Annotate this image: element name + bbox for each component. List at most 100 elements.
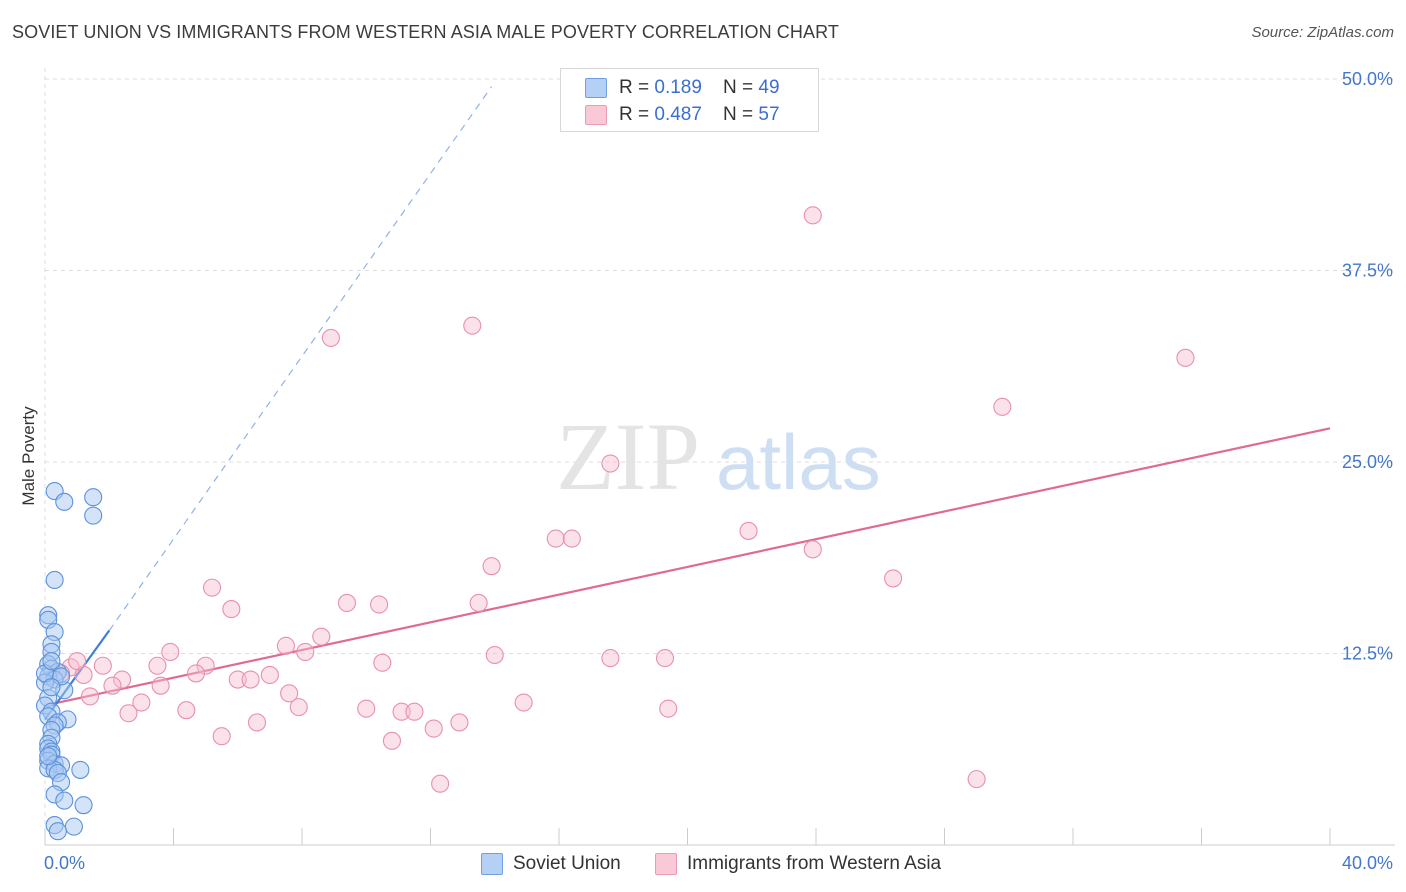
y-tick-label: 12.5% — [1342, 644, 1393, 664]
data-point-western-asia — [450, 713, 469, 732]
data-point-soviet-union — [74, 796, 93, 815]
points-soviet-union — [35, 482, 103, 841]
data-point-western-asia — [321, 328, 340, 347]
data-point-western-asia — [601, 649, 620, 668]
data-point-western-asia — [148, 656, 167, 675]
points-immigrants-western-asia — [52, 206, 1195, 793]
data-point-western-asia — [119, 704, 138, 723]
data-point-western-asia — [68, 652, 87, 671]
data-point-western-asia — [177, 701, 196, 720]
data-point-western-asia — [469, 593, 488, 612]
data-point-soviet-union — [39, 747, 58, 766]
x-tick-marks — [44, 828, 1331, 845]
data-point-western-asia — [392, 702, 411, 721]
legend-r-label: R = — [619, 77, 655, 98]
x-tick-labels: 0.0% 40.0% — [44, 853, 1393, 873]
data-point-western-asia — [370, 595, 389, 614]
legend-n-label: N = — [723, 104, 759, 125]
data-point-western-asia — [132, 693, 151, 712]
data-point-western-asia — [382, 731, 402, 750]
legend-n-value: 49 — [758, 77, 780, 98]
data-point-western-asia — [485, 645, 504, 665]
data-point-western-asia — [514, 693, 533, 712]
watermark: ZIP atlas — [556, 403, 881, 510]
data-point-soviet-union — [48, 822, 67, 841]
data-point-western-asia — [373, 653, 392, 672]
bottom-legend-label-western-asia: Immigrants from Western Asia — [687, 853, 942, 874]
data-point-western-asia — [884, 569, 903, 588]
bottom-legend: Soviet Union Immigrants from Western Asi… — [0, 852, 1406, 878]
data-point-western-asia — [1176, 348, 1195, 367]
trend-line-soviet-union-extended — [108, 86, 493, 631]
data-point-western-asia — [296, 642, 315, 662]
data-point-western-asia — [113, 670, 132, 689]
data-point-western-asia — [161, 642, 180, 662]
legend-swatch-western-asia — [585, 105, 607, 125]
data-point-soviet-union — [42, 652, 61, 671]
data-point-western-asia — [312, 627, 331, 646]
legend-n-value: 57 — [758, 104, 780, 125]
data-point-soviet-union — [64, 817, 83, 836]
y-tick-label: 50.0% — [1342, 69, 1393, 89]
data-point-western-asia — [241, 670, 260, 689]
data-point-western-asia — [222, 600, 241, 619]
data-point-western-asia — [562, 529, 581, 548]
data-point-western-asia — [601, 454, 620, 473]
x-tick-label-min: 0.0% — [44, 853, 85, 873]
trend-line-western-asia — [51, 427, 1331, 706]
data-point-western-asia — [196, 656, 215, 675]
data-point-western-asia — [546, 529, 565, 548]
data-point-western-asia — [659, 699, 678, 718]
data-point-western-asia — [739, 521, 758, 540]
data-point-soviet-union — [84, 488, 103, 507]
y-axis-title: Male Poverty — [19, 406, 38, 506]
data-point-western-asia — [803, 206, 822, 225]
data-point-western-asia — [463, 316, 482, 335]
y-tick-label: 37.5% — [1342, 261, 1393, 281]
data-point-soviet-union — [45, 570, 64, 590]
legend: R = 0.189 N = 49 R = 0.487 N = 57 — [560, 68, 819, 132]
data-point-western-asia — [803, 540, 822, 559]
data-point-soviet-union — [84, 506, 103, 525]
data-point-western-asia — [151, 676, 170, 695]
data-point-western-asia — [247, 713, 267, 732]
bottom-legend-label-soviet-union: Soviet Union — [513, 853, 621, 874]
y-tick-label: 25.0% — [1342, 452, 1393, 472]
data-point-western-asia — [357, 699, 376, 718]
data-point-western-asia — [482, 557, 501, 576]
data-point-western-asia — [967, 770, 986, 789]
legend-r-label: R = — [619, 104, 655, 125]
bottom-legend-swatch-soviet-union — [481, 853, 503, 875]
data-point-western-asia — [80, 687, 100, 706]
bottom-legend-swatch-western-asia — [655, 853, 677, 875]
data-point-western-asia — [203, 578, 222, 597]
chart-source: Source: ZipAtlas.com — [1251, 24, 1394, 41]
data-point-western-asia — [655, 649, 675, 668]
data-point-western-asia — [405, 702, 424, 721]
watermark-atlas: atlas — [716, 418, 881, 506]
data-point-western-asia — [228, 670, 247, 689]
chart-title: SOVIET UNION VS IMMIGRANTS FROM WESTERN … — [12, 22, 839, 42]
data-point-soviet-union — [55, 791, 74, 810]
legend-n-label: N = — [723, 77, 759, 98]
data-point-soviet-union — [55, 492, 74, 511]
data-point-western-asia — [431, 774, 450, 793]
y-tick-labels: 12.5% 25.0% 37.5% 50.0% — [1342, 69, 1393, 664]
data-point-western-asia — [993, 397, 1012, 416]
data-point-western-asia — [212, 727, 231, 746]
data-point-western-asia — [337, 593, 357, 612]
data-point-soviet-union — [42, 678, 61, 697]
data-point-soviet-union — [71, 760, 90, 779]
data-point-western-asia — [280, 684, 299, 703]
data-point-western-asia — [260, 665, 279, 684]
watermark-zip: ZIP — [556, 403, 700, 510]
legend-r-value: 0.487 — [654, 104, 702, 125]
data-point-western-asia — [424, 719, 443, 738]
data-point-western-asia — [276, 636, 295, 655]
data-point-western-asia — [103, 676, 122, 695]
x-tick-label-max: 40.0% — [1342, 853, 1393, 873]
data-point-western-asia — [289, 698, 308, 717]
data-point-western-asia — [93, 656, 112, 675]
data-point-western-asia — [186, 664, 206, 683]
